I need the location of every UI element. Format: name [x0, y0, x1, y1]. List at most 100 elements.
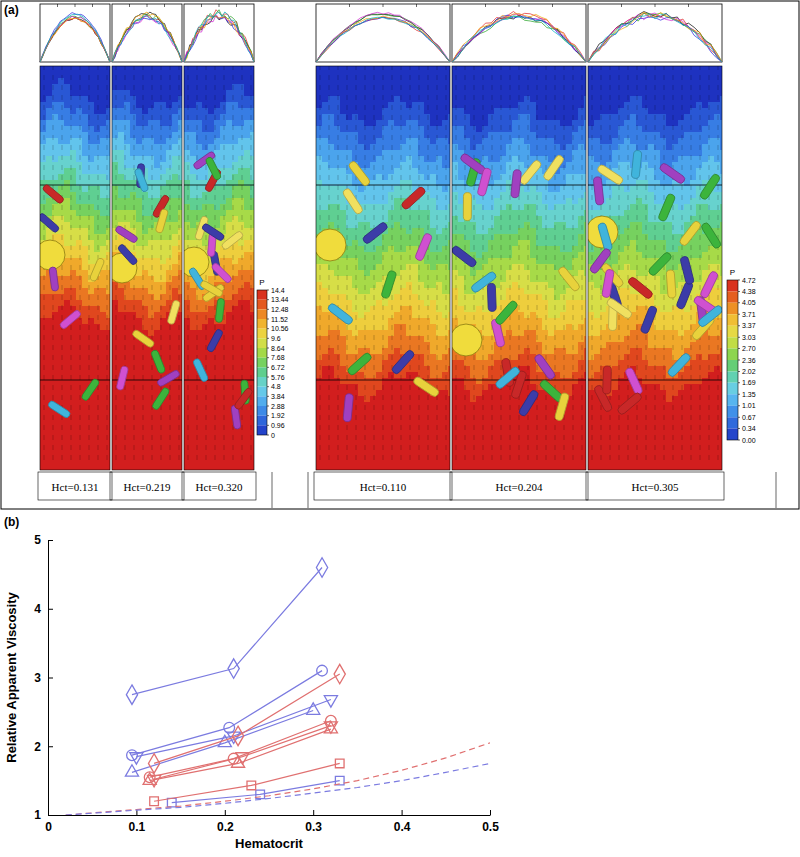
- field-cell: [130, 312, 137, 319]
- field-cell: [166, 366, 173, 373]
- field-cell: [118, 456, 125, 463]
- field-cell: [64, 198, 71, 205]
- field-cell: [184, 318, 191, 325]
- field-cell: [130, 204, 137, 211]
- field-cell: [178, 444, 182, 451]
- field-cell: [106, 312, 110, 319]
- field-cell: [172, 192, 179, 199]
- field-cell: [184, 138, 191, 145]
- field-cell: [106, 276, 110, 283]
- field-cell: [148, 396, 155, 403]
- field-cell: [46, 366, 53, 373]
- field-cell: [64, 120, 71, 127]
- field-cell: [172, 186, 179, 193]
- field-cell: [100, 120, 107, 127]
- field-cell: [64, 186, 71, 193]
- field-cell: [130, 366, 137, 373]
- field-cell: [112, 150, 119, 157]
- field-cell: [154, 126, 161, 133]
- field-cell: [130, 390, 137, 397]
- field-cell: [64, 258, 71, 265]
- field-cell: [82, 96, 89, 103]
- field-cell: [148, 282, 155, 289]
- field-cell: [82, 414, 89, 421]
- field-cell: [58, 378, 65, 385]
- field-cell: [100, 432, 107, 439]
- field-cell: [58, 276, 65, 283]
- field-frame: [40, 66, 110, 470]
- field-cell: [202, 390, 209, 397]
- field-cell: [148, 270, 155, 277]
- field-cell: [148, 306, 155, 313]
- field-cell: [40, 120, 47, 127]
- field-cell: [100, 186, 107, 193]
- field-cell: [40, 336, 47, 343]
- field-cell: [178, 426, 182, 433]
- field-cell: [112, 78, 119, 85]
- field-cell: [64, 162, 71, 169]
- field-cell: [46, 150, 53, 157]
- field-cell: [184, 168, 191, 175]
- field-cell: [202, 396, 209, 403]
- profile-tick: [164, 4, 165, 7]
- field-cell: [100, 462, 107, 469]
- field-cell: [166, 300, 173, 307]
- field-cell: [178, 342, 182, 349]
- profile-curve: [184, 10, 254, 62]
- field-cell: [154, 168, 161, 175]
- field-cell: [106, 120, 110, 127]
- field-cell: [184, 162, 191, 169]
- field-cell: [136, 366, 143, 373]
- field-cell: [136, 108, 143, 115]
- field-cell: [172, 384, 179, 391]
- field-cell: [58, 288, 65, 295]
- field-cell: [94, 420, 101, 427]
- field-cell: [106, 216, 110, 223]
- field-cell: [148, 66, 155, 73]
- field-cell: [166, 66, 173, 73]
- field-cell: [136, 210, 143, 217]
- field-cell: [136, 432, 143, 439]
- cell: [47, 400, 71, 419]
- field-cell: [118, 96, 125, 103]
- field-cell: [94, 456, 101, 463]
- field-cell: [64, 420, 71, 427]
- field-cell: [64, 390, 71, 397]
- field-cell: [154, 294, 161, 301]
- field-cell: [154, 258, 161, 265]
- field-cell: [40, 168, 47, 175]
- profile-curve: [184, 10, 254, 62]
- field-cell: [100, 108, 107, 115]
- field-cell: [136, 78, 143, 85]
- field-cell: [94, 348, 101, 355]
- field-cell: [148, 294, 155, 301]
- field-cell: [100, 84, 107, 91]
- field-cell: [166, 450, 173, 457]
- field-cell: [64, 240, 71, 247]
- field-cell: [82, 294, 89, 301]
- field-cell: [46, 390, 53, 397]
- field-cell: [64, 438, 71, 445]
- profile-curve: [112, 15, 182, 62]
- field-cell: [190, 420, 197, 427]
- profile-curve: [112, 16, 182, 62]
- field-cell: [106, 336, 110, 343]
- field-cell: [148, 150, 155, 157]
- pressure-field: [40, 66, 110, 470]
- field-cell: [112, 330, 119, 337]
- field-cell: [76, 258, 83, 265]
- field-cell: [172, 84, 179, 91]
- field-cell: [106, 186, 110, 193]
- field-cell: [202, 66, 209, 73]
- field-cell: [154, 138, 161, 145]
- field-cell: [106, 78, 110, 85]
- field-cell: [130, 108, 137, 115]
- field-cell: [190, 138, 197, 145]
- field-cell: [148, 156, 155, 163]
- field-cell: [166, 420, 173, 427]
- field-cell: [148, 432, 155, 439]
- field-cell: [172, 114, 179, 121]
- field-cell: [130, 210, 137, 217]
- field-cell: [202, 114, 209, 121]
- field-cell: [190, 126, 197, 133]
